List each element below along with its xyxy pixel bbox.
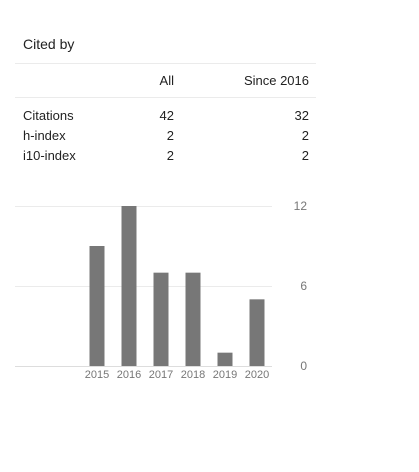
x-tick-label: 2020 — [245, 369, 269, 381]
bar-2017[interactable] — [153, 272, 169, 366]
cited-by-title: Cited by — [23, 36, 75, 52]
table-divider — [15, 97, 316, 98]
y-tick-label: 0 — [300, 359, 307, 373]
row-value-since: 32 — [294, 108, 309, 123]
x-tick-label: 2015 — [85, 369, 109, 381]
table-row-h-index: h-index 2 2 — [0, 128, 419, 148]
row-label: Citations — [23, 108, 74, 123]
bar-2018[interactable] — [185, 272, 201, 366]
row-value-all: 42 — [159, 108, 174, 123]
chart-svg: 0 6 12 2015 2016 2017 2018 2019 2020 — [15, 199, 308, 381]
row-value-since: 2 — [301, 128, 309, 143]
y-tick-label: 12 — [294, 199, 308, 213]
column-header-since[interactable]: Since 2016 — [243, 73, 309, 88]
x-tick-label: 2019 — [213, 369, 237, 381]
bar-2020[interactable] — [249, 299, 265, 366]
row-value-all: 2 — [166, 148, 174, 163]
column-header-all[interactable]: All — [159, 73, 174, 88]
row-value-all: 2 — [166, 128, 174, 143]
table-row-citations: Citations 42 32 — [0, 108, 419, 128]
bar-2016[interactable] — [121, 206, 137, 366]
row-value-since: 2 — [301, 148, 309, 163]
x-tick-label: 2016 — [117, 369, 141, 381]
citations-bar-chart: 0 6 12 2015 2016 2017 2018 2019 2020 — [0, 190, 419, 390]
row-label: h-index — [23, 128, 66, 143]
header-divider — [15, 63, 316, 64]
x-tick-label: 2018 — [181, 369, 205, 381]
x-tick-label: 2017 — [149, 369, 173, 381]
y-tick-label: 6 — [300, 279, 307, 293]
bar-2019[interactable] — [217, 352, 233, 366]
row-label: i10-index — [23, 148, 76, 163]
bar-2015[interactable] — [89, 246, 105, 366]
table-row-i10-index: i10-index 2 2 — [0, 148, 419, 168]
